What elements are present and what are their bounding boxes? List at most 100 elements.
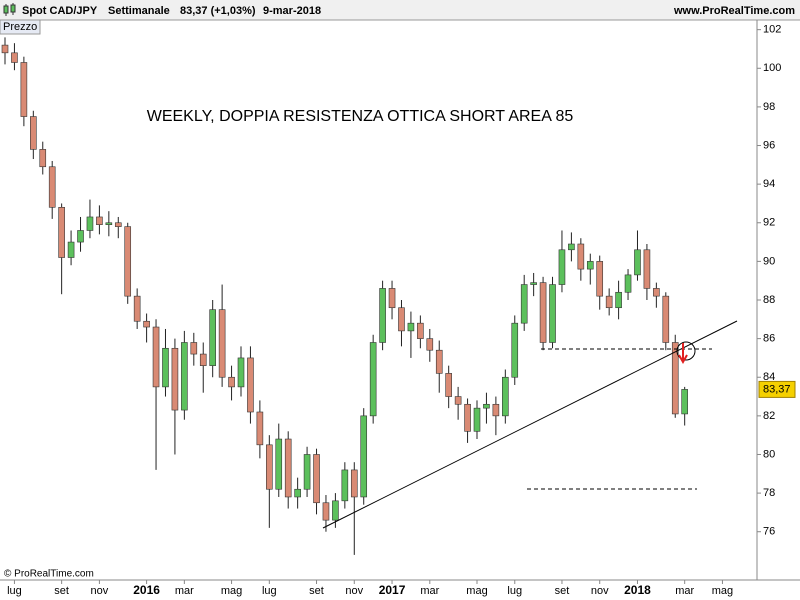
- candle-body: [11, 52, 18, 63]
- y-tick-label: 98: [763, 101, 775, 113]
- candle-body: [30, 116, 37, 150]
- x-tick-label: nov: [345, 585, 363, 597]
- candle-body: [350, 469, 358, 498]
- candle-body: [483, 403, 490, 409]
- candle-body: [539, 282, 547, 343]
- candle-body: [313, 454, 320, 504]
- candle-body: [105, 222, 113, 225]
- candle-body: [624, 274, 632, 293]
- y-tick-label: 88: [763, 294, 775, 306]
- y-tick-label: 94: [763, 178, 775, 190]
- candle-body: [256, 411, 264, 446]
- candle-body: [124, 226, 132, 297]
- x-tick-label: mag: [466, 585, 487, 597]
- x-tick-label: nov: [591, 585, 609, 597]
- down-arrow: [678, 343, 688, 365]
- y-tick-label: 86: [763, 333, 775, 345]
- candle-body: [284, 438, 292, 498]
- x-tick-label: mag: [221, 585, 242, 597]
- price-tag: 83,37: [763, 383, 791, 395]
- candle-body: [681, 389, 688, 415]
- candle-body: [162, 347, 169, 388]
- candle-body: [133, 295, 141, 322]
- x-tick-label: lug: [7, 585, 22, 597]
- y-tick-label: 90: [763, 255, 775, 267]
- candle-body: [379, 288, 386, 343]
- candle-body: [511, 322, 519, 378]
- y-tick-label: 102: [763, 24, 781, 36]
- x-tick-label: set: [54, 585, 69, 597]
- y-tick-label: 96: [763, 139, 775, 151]
- candle-body: [464, 403, 471, 432]
- candle-body: [605, 295, 613, 309]
- candle-body: [237, 357, 245, 388]
- y-tick-label: 82: [763, 410, 775, 422]
- candle-body: [181, 342, 188, 411]
- candle-body: [426, 338, 434, 351]
- x-tick-label: set: [555, 585, 570, 597]
- candle-body: [20, 62, 28, 117]
- candle-body: [228, 376, 235, 388]
- x-tick-label: set: [309, 585, 324, 597]
- x-tick-label: mar: [175, 585, 194, 597]
- candle-body: [417, 322, 424, 339]
- candle-body: [171, 347, 179, 411]
- x-tick-label: 2018: [624, 583, 651, 597]
- candle-body: [322, 502, 330, 521]
- candle-body: [492, 403, 500, 417]
- panel-label: Prezzo: [3, 21, 37, 33]
- price-tag-box: [758, 380, 796, 398]
- candle-body: [671, 342, 679, 415]
- candle-body: [596, 261, 604, 297]
- x-tick-label: 2017: [379, 583, 406, 597]
- candle-body: [294, 488, 301, 498]
- y-tick-label: 92: [763, 217, 775, 229]
- y-tick-label: 80: [763, 448, 775, 460]
- candle-body: [114, 222, 122, 227]
- x-tick-label: mar: [675, 585, 694, 597]
- y-tick-label: 100: [763, 62, 781, 74]
- candle-body: [473, 407, 481, 432]
- drawings: [322, 320, 738, 529]
- header-icon: [3, 3, 16, 16]
- candle-body: [218, 309, 226, 378]
- candle-body: [445, 373, 452, 397]
- candle-body: [67, 241, 75, 258]
- candle-body: [577, 243, 585, 270]
- x-tick-label: mag: [712, 585, 733, 597]
- panel-label-box: [0, 19, 41, 35]
- candle-body: [454, 396, 462, 405]
- header-bar: [0, 0, 800, 20]
- plot: [1, 37, 688, 555]
- instrument: Spot CAD/JPY: [22, 5, 98, 17]
- candle-body: [190, 342, 198, 355]
- candle-body: [303, 454, 311, 490]
- candle-body: [662, 295, 670, 343]
- candle-body: [143, 320, 150, 328]
- candle-body: [558, 249, 566, 285]
- x-tick-label: nov: [91, 585, 109, 597]
- x-tick-label: lug: [507, 585, 522, 597]
- candle-body: [332, 500, 339, 521]
- candle-body: [58, 207, 65, 258]
- candle-body: [77, 230, 84, 243]
- candle-body: [86, 216, 94, 231]
- candle-body: [530, 282, 537, 285]
- candle-body: [653, 288, 660, 297]
- candle-body: [275, 438, 283, 490]
- copyright: © ProRealTime.com: [4, 569, 94, 580]
- y-tick-label: 78: [763, 487, 775, 499]
- candle-body: [520, 284, 528, 324]
- y-tick-label: 84: [763, 371, 775, 383]
- candle-body: [568, 243, 575, 251]
- candle-body: [152, 326, 160, 388]
- x-tick-label: lug: [262, 585, 277, 597]
- candle-body: [360, 415, 368, 498]
- candle-body: [209, 309, 216, 366]
- candle-body: [266, 444, 273, 490]
- candle-body: [435, 349, 443, 374]
- candle-body: [549, 284, 556, 343]
- candle-body: [615, 291, 622, 309]
- candle-body: [369, 342, 377, 417]
